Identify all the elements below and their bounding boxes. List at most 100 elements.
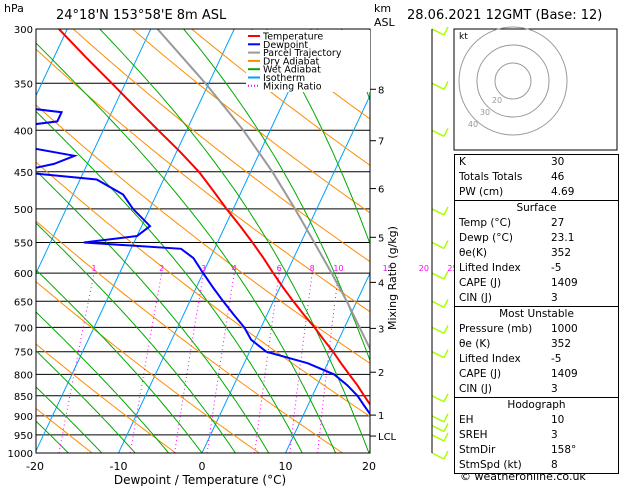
km-tick-label: 2	[378, 368, 384, 379]
index-row: StmDir 158°	[455, 443, 618, 458]
dry-adiabat-line	[72, 29, 370, 263]
index-key: Pressure (mb)	[459, 323, 533, 335]
hodograph-ring	[476, 44, 550, 118]
wind-barb	[443, 413, 449, 423]
index-row: Lifted Index -5	[455, 352, 618, 367]
legend-entry: Dewpoint	[263, 40, 308, 51]
km-tick-label: 7	[378, 137, 384, 148]
index-row: CIN (J) 3	[455, 291, 618, 306]
wet-adiabat-line	[36, 222, 236, 453]
wind-barb	[431, 208, 445, 216]
hodograph-ring	[458, 26, 568, 136]
wind-barb	[431, 452, 445, 460]
mixing-ratio-label: 10	[333, 264, 343, 273]
wet-adiabat-line	[36, 269, 203, 453]
mixing-ratio-label: 6	[277, 264, 282, 273]
index-value: 1409	[551, 277, 578, 289]
index-key: Temp (°C)	[459, 217, 512, 229]
temp-tick-label: 20	[362, 460, 376, 473]
legend-box	[246, 30, 370, 92]
wind-barb	[443, 393, 449, 403]
parcel-trajectory-line	[156, 29, 370, 351]
index-row: Pressure (mb) 1000	[455, 322, 618, 337]
pressure-tick-label: 500	[14, 205, 33, 216]
dry-adiabat-line	[132, 29, 370, 214]
index-value: 30	[551, 156, 565, 168]
wet-adiabat-line	[36, 350, 136, 453]
mixing-ratio-label: 3	[201, 264, 206, 273]
pressure-tick-label: 950	[14, 431, 33, 442]
isotherm-line	[118, 29, 319, 453]
isotherm-line	[285, 272, 370, 453]
pressure-tick-label: 850	[14, 392, 33, 403]
pressure-tick-label: 650	[14, 297, 33, 308]
km-tick-label: 8	[378, 85, 384, 96]
wet-adiabat-line	[99, 29, 370, 453]
mixing-ratio-label: 1	[92, 264, 97, 273]
index-value: 1409	[551, 368, 578, 380]
pressure-tick-label: 750	[14, 348, 33, 359]
pressure-tick-label: 900	[14, 412, 33, 423]
pressure-tick-label: 800	[14, 370, 33, 381]
wind-barb	[431, 129, 445, 137]
index-row: PW (cm) 4.69	[455, 185, 618, 200]
km-tick-label: LCL	[378, 432, 397, 443]
index-key: StmSpd (kt)	[459, 459, 522, 471]
pressure-tick-label: 300	[14, 25, 33, 36]
mixing-ratio-line	[289, 273, 313, 453]
dry-adiabat-line	[36, 343, 176, 453]
wind-barb	[443, 270, 449, 280]
hodograph-title: kt	[459, 32, 468, 42]
dewpoint-line	[36, 108, 370, 416]
legend-entry: Mixing Ratio	[263, 81, 322, 92]
index-section-title: Hodograph	[455, 397, 618, 413]
index-key: θe (K)	[459, 338, 491, 350]
index-section-title: Most Unstable	[455, 306, 618, 322]
mixing-ratio-label: 4	[232, 264, 237, 273]
index-key: K	[459, 156, 466, 168]
mixing-ratio-line	[206, 273, 235, 453]
index-value: 3	[551, 292, 558, 304]
mixing-ratio-line	[174, 273, 204, 453]
index-value: -5	[551, 262, 562, 274]
pressure-tick-label: 550	[14, 238, 33, 249]
dry-adiabat-line	[0, 29, 9, 453]
index-key: StmDir	[459, 444, 496, 456]
wind-barb	[431, 424, 445, 433]
index-value: 3	[551, 383, 558, 395]
wet-adiabat-line	[36, 110, 303, 453]
wind-barb	[443, 349, 449, 359]
index-key: CAPE (J)	[459, 368, 502, 380]
legend-entry: Temperature	[262, 32, 323, 43]
wet-adiabat-line	[36, 386, 103, 453]
index-value: 23.1	[551, 232, 575, 244]
km-tick-label: 6	[378, 185, 384, 196]
dry-adiabat-line	[36, 48, 370, 313]
wind-barb	[443, 432, 449, 442]
pressure-tick-label: 400	[14, 126, 33, 137]
asl-label: ASL	[374, 16, 395, 29]
wind-barb	[431, 415, 445, 423]
pressure-tick-label: 450	[14, 168, 33, 179]
wind-barb	[443, 80, 449, 90]
isotherm-line	[36, 29, 152, 275]
index-value: 1000	[551, 323, 578, 335]
wind-barb	[443, 450, 449, 460]
wind-barb	[443, 26, 449, 36]
wet-adiabat-line	[266, 29, 370, 246]
wind-barb	[443, 423, 449, 432]
wind-barb	[431, 28, 445, 36]
plot-area	[0, 29, 424, 453]
mixing-ratio-label: 25	[447, 264, 457, 273]
legend-entry: Parcel Trajectory	[263, 48, 342, 59]
mixing-ratio-line	[408, 273, 424, 453]
hpa-label: hPa	[4, 2, 24, 15]
datetime-title: 28.06.2021 12GMT (Base: 12)	[407, 8, 603, 23]
index-row: StmSpd (kt) 8	[455, 458, 618, 473]
temp-tick-label: -20	[26, 460, 44, 473]
wind-barb	[431, 300, 445, 308]
wind-barb	[431, 395, 445, 403]
isotherm-line	[36, 29, 235, 453]
wind-barb	[431, 351, 445, 359]
index-section-title: Surface	[455, 200, 618, 216]
